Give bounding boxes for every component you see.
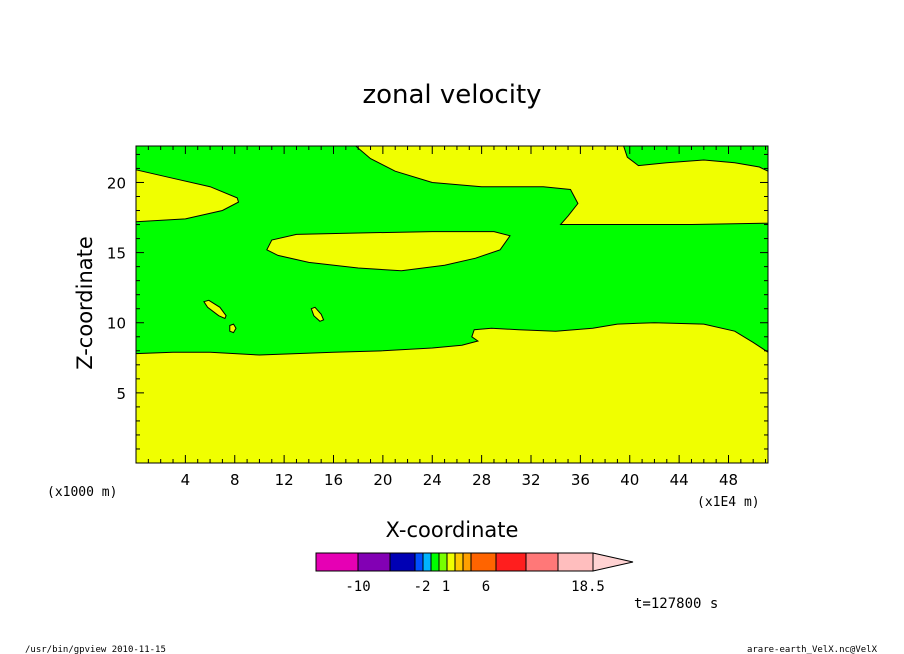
- x-tick-label: 24: [423, 471, 442, 489]
- x-tick-label: 36: [571, 471, 590, 489]
- x-unit-left: (x1000 m): [47, 485, 117, 500]
- colorbar-swatch: [430, 552, 440, 572]
- x-tick-label: 16: [324, 471, 343, 489]
- colorbar-swatch: [454, 552, 464, 572]
- footer-right: arare-earth_VelX.nc@VelX: [747, 645, 878, 654]
- colorbar-swatch: [422, 552, 432, 572]
- colorbar-swatch: [462, 552, 472, 572]
- colorbar-swatch: [438, 552, 448, 572]
- footer-left: /usr/bin/gpview 2010-11-15: [25, 645, 166, 654]
- x-unit-right: (x1E4 m): [697, 495, 760, 510]
- x-tick-label: 40: [620, 471, 639, 489]
- x-tick-label: 8: [230, 471, 240, 489]
- contour-region-7: [229, 323, 237, 334]
- contour-region-3: [266, 231, 511, 272]
- contour-region-6: [310, 306, 325, 322]
- y-tick-label: 5: [116, 385, 126, 403]
- y-axis-label: Z-coordinate: [73, 236, 97, 370]
- x-tick-label: 48: [719, 471, 738, 489]
- colorbar-swatch: [389, 552, 416, 572]
- colorbar-label: 18.5: [571, 579, 605, 595]
- x-tick-label: 28: [472, 471, 491, 489]
- chart-title: zonal velocity: [362, 80, 541, 110]
- colorbar-label: 6: [482, 579, 490, 595]
- contour-region-2: [135, 169, 240, 223]
- plot-area: [135, 145, 769, 464]
- contour-region-1: [135, 322, 769, 464]
- colorbar-swatch: [495, 552, 527, 572]
- x-tick-label: 32: [521, 471, 540, 489]
- colorbar: -10 -2 1 6 18.5: [315, 552, 634, 595]
- x-tick-label: 44: [670, 471, 689, 489]
- colorbar-label: -10: [345, 579, 370, 595]
- colorbar-swatch: [446, 552, 456, 572]
- x-tick-label: 20: [373, 471, 392, 489]
- colorbar-label: 1: [442, 579, 450, 595]
- time-label: t=127800 s: [634, 596, 718, 612]
- colorbar-swatch: [470, 552, 497, 572]
- colorbar-extend-arrow: [592, 552, 634, 572]
- colorbar-swatch: [414, 552, 424, 572]
- y-tick-label: 20: [107, 174, 126, 192]
- contour-region-4: [354, 145, 769, 225]
- colorbar-swatch: [525, 552, 559, 572]
- colorbar-swatch: [357, 552, 391, 572]
- contour-region-5: [203, 299, 227, 320]
- x-axis-label: X-coordinate: [386, 518, 519, 542]
- plot-frame: [135, 145, 769, 464]
- colorbar-label: -2: [414, 579, 431, 595]
- y-tick-label: 10: [107, 315, 126, 333]
- y-tick-label: 15: [107, 245, 126, 263]
- colorbar-swatch: [315, 552, 359, 572]
- x-tick-label: 4: [181, 471, 191, 489]
- x-tick-label: 12: [275, 471, 294, 489]
- colorbar-swatch: [557, 552, 594, 572]
